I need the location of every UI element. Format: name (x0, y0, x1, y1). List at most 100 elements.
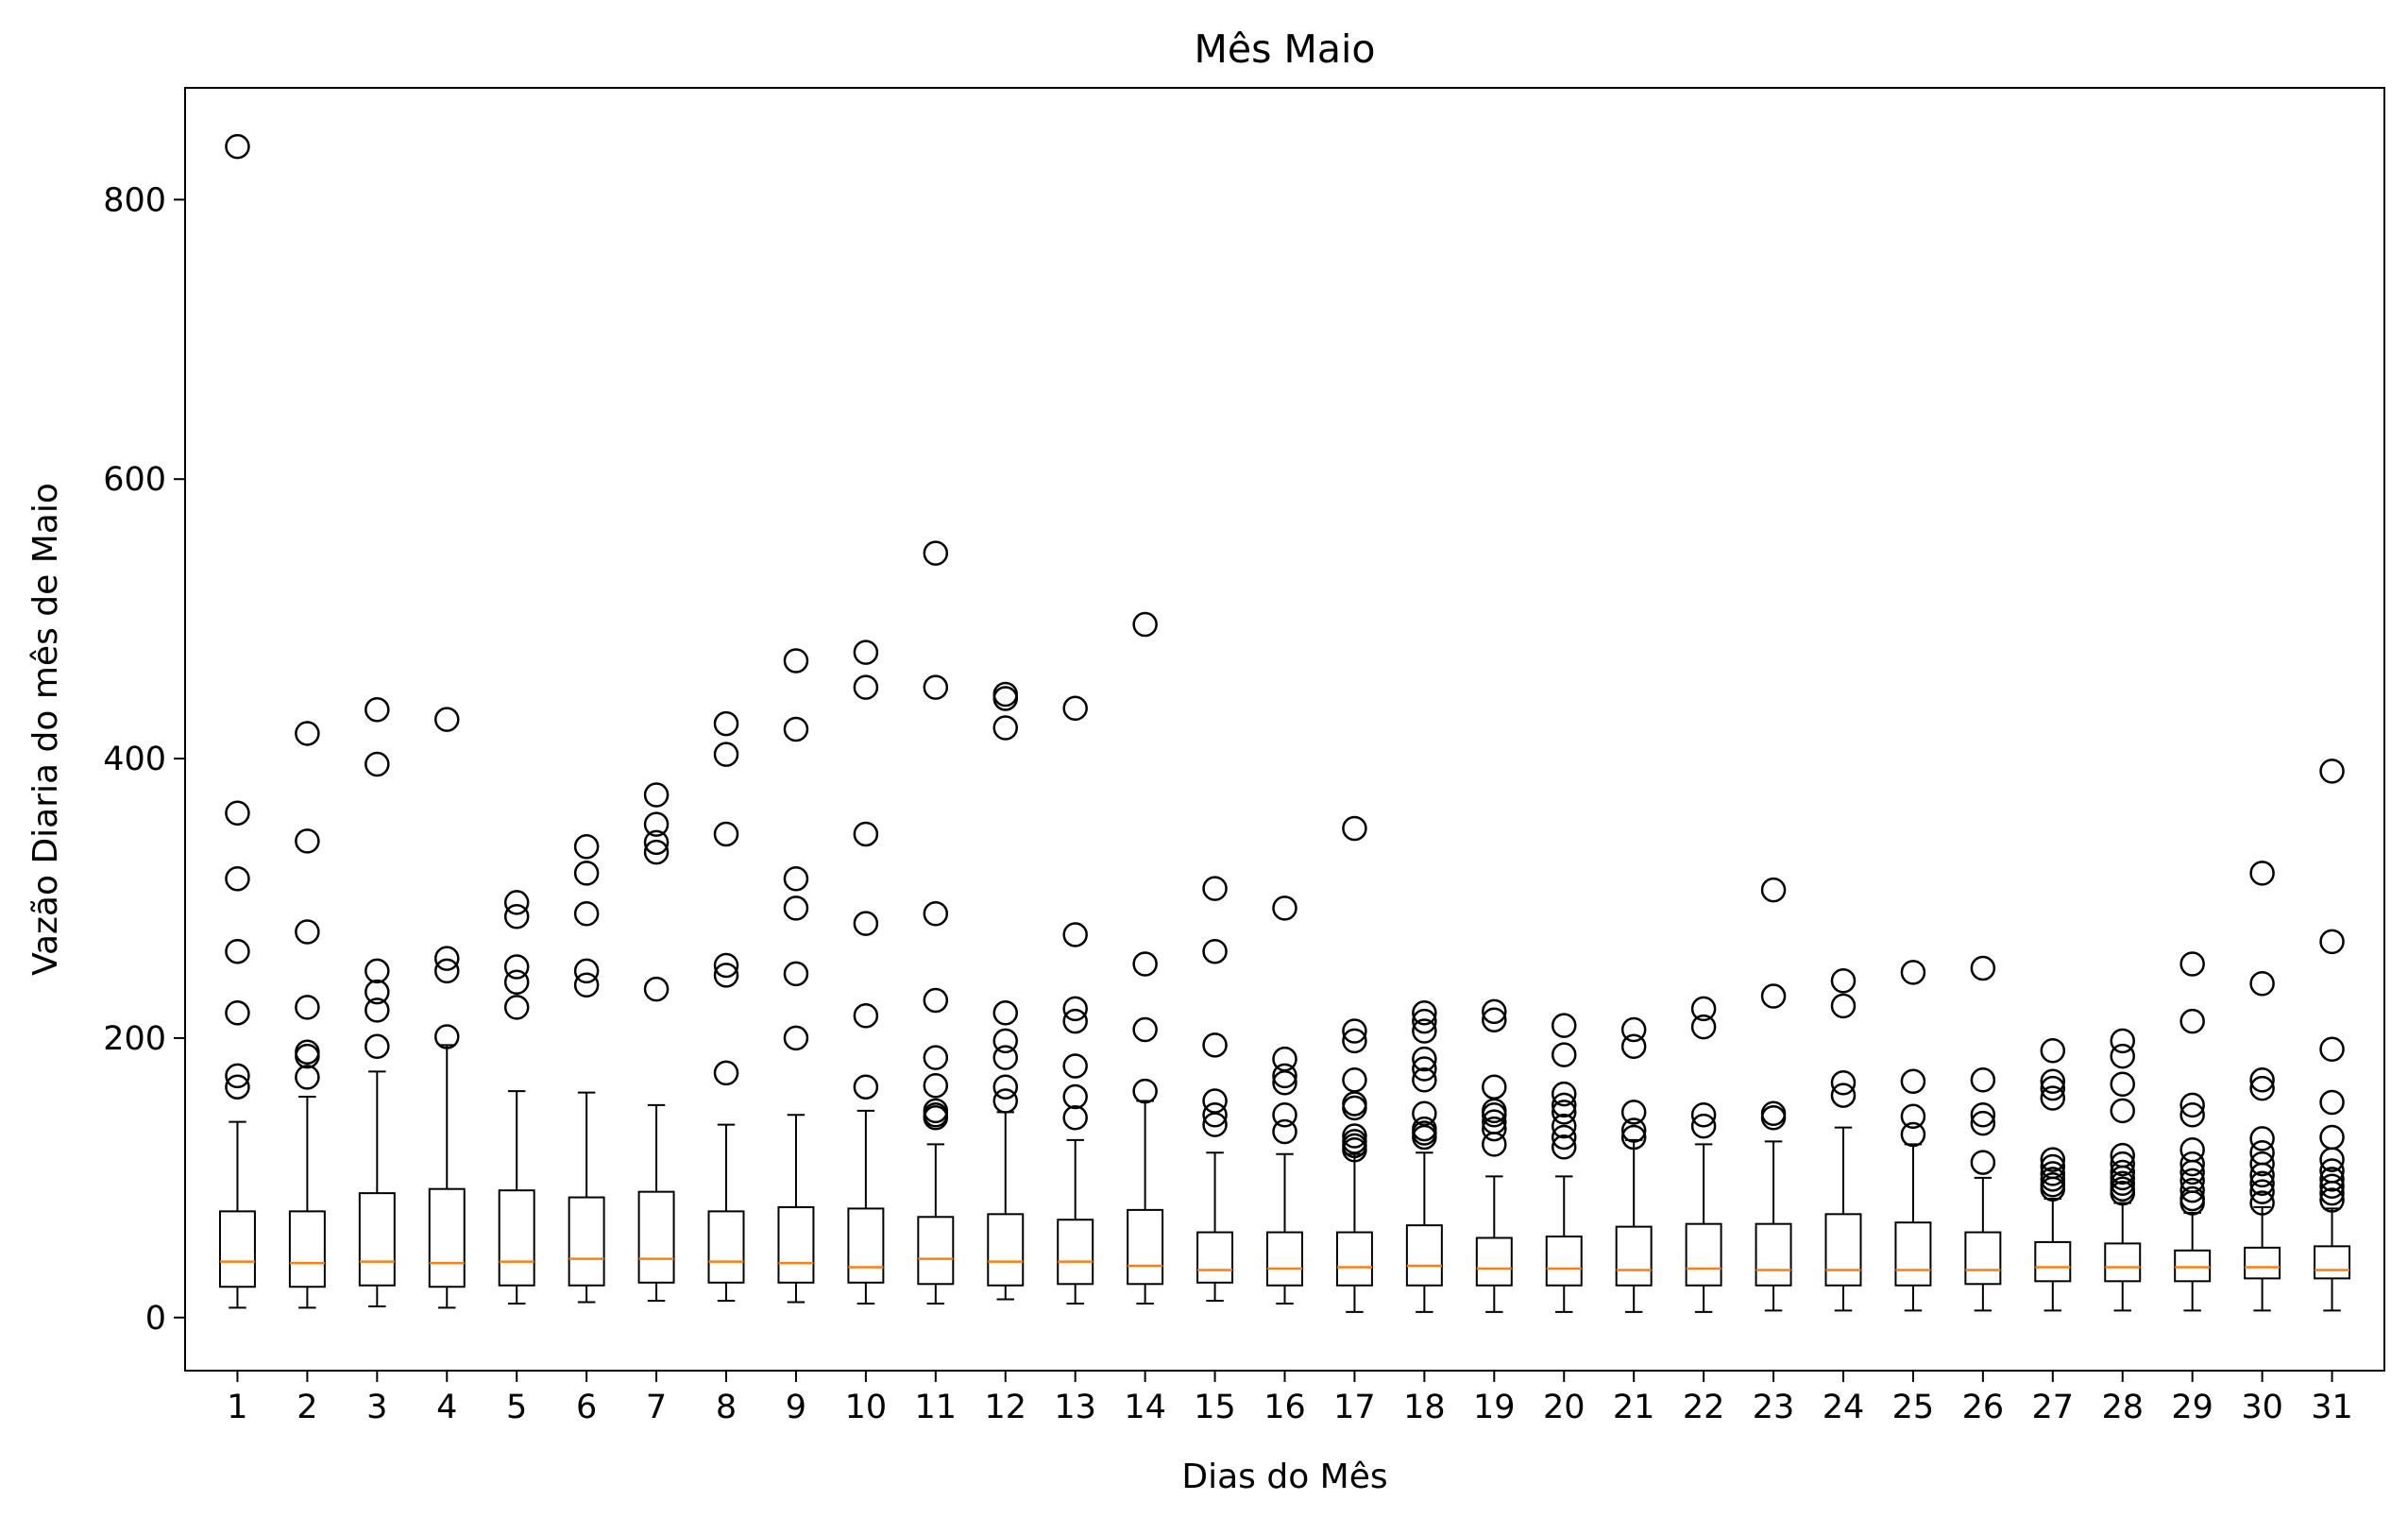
outlier-point (503, 890, 530, 915)
x-tick-label: 11 (915, 1389, 958, 1426)
outlier-point (1760, 877, 1787, 903)
outlier-point (1551, 1124, 1577, 1151)
x-tick-label: 3 (366, 1389, 387, 1426)
outlier-point (1551, 1081, 1577, 1107)
outlier-point (2249, 1151, 2275, 1177)
outlier-point (1412, 1046, 1437, 1072)
outlier-point (713, 952, 739, 979)
outlier-point (225, 1074, 250, 1100)
box-day-19 (1475, 998, 1513, 1313)
iqr-box (358, 1192, 396, 1287)
box-day-22 (1685, 996, 1722, 1313)
x-tick-label: 2 (297, 1389, 317, 1426)
outlier-point (1551, 1113, 1577, 1139)
outlier-point (2040, 1037, 2066, 1064)
outlier-point (1202, 938, 1228, 964)
outlier-point (713, 963, 739, 988)
outlier-point (2319, 759, 2345, 784)
outlier-point (1830, 968, 1857, 994)
outlier-point (2110, 1165, 2135, 1191)
outlier-point (1062, 1104, 1088, 1131)
outlier-point (225, 1063, 250, 1089)
box-day-23 (1755, 877, 1792, 1312)
x-tick-label: 10 (845, 1389, 888, 1426)
outlier-point (2110, 1071, 2135, 1097)
outlier-point (1830, 1083, 1857, 1108)
iqr-box (568, 1196, 605, 1287)
outlier-point (2319, 1167, 2345, 1192)
iqr-box (1335, 1231, 1373, 1287)
outlier-point (1342, 1067, 1367, 1093)
outlier-point (1202, 876, 1228, 901)
x-tick-label: 4 (436, 1389, 457, 1426)
outlier-point (1551, 1092, 1577, 1118)
outlier-point (1132, 611, 1158, 638)
outlier-point (1620, 1100, 1647, 1125)
outlier-point (783, 961, 809, 987)
y-tick-label: 200 (103, 1020, 166, 1058)
box-day-14 (1127, 611, 1164, 1305)
y-tick-label: 0 (145, 1300, 166, 1338)
x-tick-label: 25 (1892, 1389, 1935, 1426)
outlier-point (1970, 1067, 1996, 1093)
box-day-10 (847, 640, 885, 1305)
y-axis: 0 200 400 600 800 (103, 181, 185, 1338)
outlier-point (1342, 1018, 1367, 1044)
outlier-point (1620, 1033, 1647, 1060)
outlier-point (1412, 1124, 1437, 1151)
iqr-box (2244, 1246, 2281, 1280)
outlier-point (1900, 1121, 1926, 1148)
outlier-point (643, 829, 670, 856)
box-day-31 (2314, 759, 2351, 1312)
outlier-point (2179, 1177, 2205, 1203)
box-day-27 (2034, 1037, 2072, 1312)
outlier-point (295, 828, 320, 854)
outlier-point (2249, 1067, 2275, 1093)
box-day-15 (1196, 876, 1234, 1303)
outlier-point (1272, 1070, 1297, 1096)
outlier-point (1551, 1013, 1577, 1038)
box-day-30 (2244, 861, 2281, 1312)
iqr-box (2174, 1249, 2212, 1283)
outlier-point (1132, 951, 1158, 977)
outlier-point (1482, 1116, 1507, 1142)
outlier-point (992, 1074, 1019, 1100)
x-tick-label: 31 (2311, 1389, 2353, 1426)
outlier-point (295, 919, 320, 945)
outlier-point (1202, 1102, 1228, 1128)
outlier-point (1970, 955, 1996, 981)
box-day-6 (568, 834, 605, 1304)
outlier-point (923, 987, 949, 1014)
outlier-point (1342, 1095, 1367, 1121)
outlier-point (713, 742, 739, 767)
x-tick-label: 17 (1333, 1389, 1376, 1426)
box-day-11 (917, 540, 955, 1305)
iqr-box (1894, 1221, 1932, 1287)
box-day-3 (358, 697, 396, 1307)
outlier-point (2249, 1162, 2275, 1188)
iqr-box (1405, 1224, 1443, 1287)
outlier-point (1690, 1014, 1717, 1040)
outlier-point (992, 1088, 1019, 1114)
iqr-box (1615, 1225, 1653, 1287)
outlier-point (2110, 1098, 2135, 1124)
outlier-point (2249, 1179, 2275, 1204)
outlier-point (1970, 1110, 1996, 1136)
box-day-21 (1615, 1016, 1653, 1313)
x-tick-label: 27 (2032, 1389, 2075, 1426)
y-axis-label: Vazão Diaria do mês de Maio (26, 483, 65, 976)
iqr-box (1196, 1231, 1234, 1284)
x-tick-label: 29 (2171, 1389, 2213, 1426)
box-day-28 (2104, 1028, 2142, 1312)
outlier-point (1690, 1113, 1717, 1139)
box-day-2 (288, 721, 326, 1309)
outlier-point (295, 1043, 320, 1069)
outlier-point (1062, 1008, 1088, 1034)
outlier-point (923, 1072, 949, 1099)
y-tick-label: 800 (103, 181, 166, 219)
outlier-point (2179, 1092, 2205, 1118)
x-axis-label: Dias do Mês (1181, 1458, 1387, 1496)
outlier-point (1412, 1000, 1437, 1026)
outlier-point (225, 938, 250, 964)
outlier-point (713, 821, 739, 847)
